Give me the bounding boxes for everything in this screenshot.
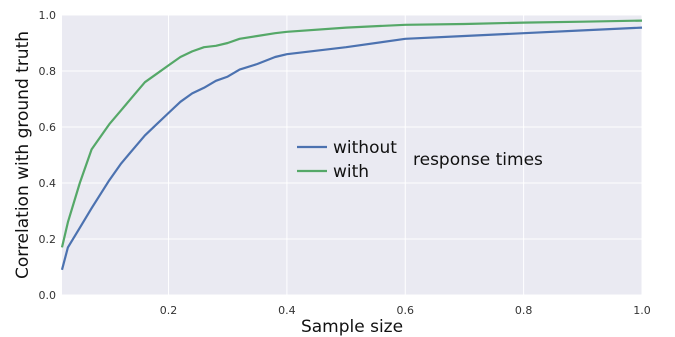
y-tick-label: 0.0 [39, 289, 57, 302]
y-tick-label: 0.6 [39, 121, 57, 134]
y-tick-label: 0.2 [39, 233, 57, 246]
legend-suffix-label: response times [413, 150, 543, 170]
tick-labels: 0.2 0.4 0.6 0.8 1.0 0.0 0.2 0.4 0.6 0.8 1.0 [39, 9, 651, 317]
x-tick-label: 0.8 [515, 304, 533, 317]
series-line-without [60, 26, 643, 271]
y-tick-label: 1.0 [39, 9, 57, 22]
series-lines [60, 19, 643, 271]
legend: without with response times [297, 138, 543, 182]
legend-label-without: without [333, 138, 397, 158]
plot-area [62, 15, 642, 295]
x-tick-label: 0.6 [397, 304, 415, 317]
x-tick-label: 1.0 [633, 304, 651, 317]
x-tick-label: 0.4 [278, 304, 296, 317]
y-tick-label: 0.8 [39, 65, 57, 78]
y-tick-label: 0.4 [39, 177, 57, 190]
x-axis-label: Sample size [301, 317, 403, 337]
grid-lines [62, 14, 643, 296]
legend-label-with: with [333, 162, 369, 182]
series-line-with [60, 19, 643, 248]
y-axis-label: Correlation with ground truth [13, 31, 33, 279]
x-tick-label: 0.2 [160, 304, 178, 317]
